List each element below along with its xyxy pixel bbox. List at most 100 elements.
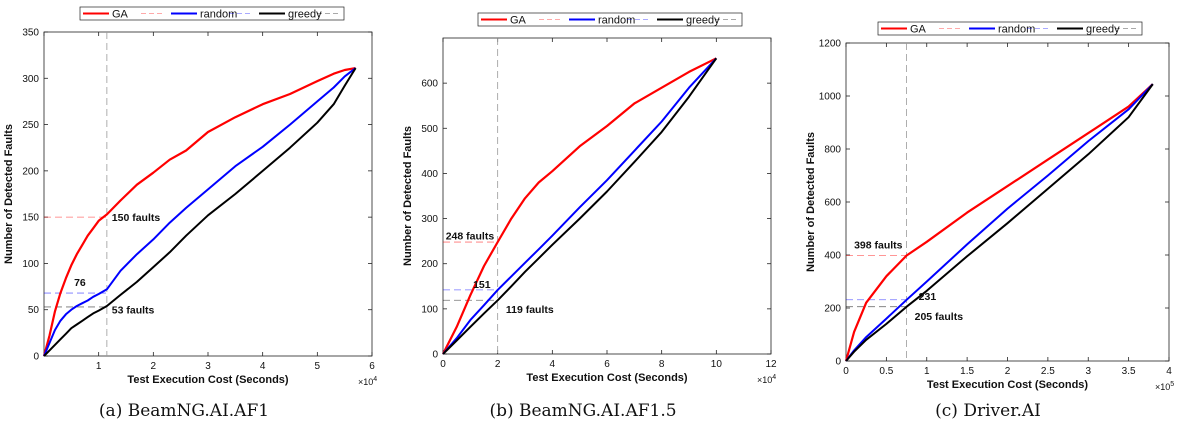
annotation-label: 150 faults: [112, 212, 161, 224]
x-tick-label: 2: [151, 361, 157, 372]
y-tick-label: 1200: [819, 39, 842, 50]
y-tick-label: 200: [421, 259, 438, 270]
y-tick-label: 250: [22, 120, 39, 131]
x-axis-label: Test Execution Cost (Seconds): [127, 374, 288, 386]
annotation-label: 53 faults: [112, 305, 155, 317]
x-tick-label: 2.5: [1041, 366, 1055, 377]
legend-label-ga: GA: [510, 15, 527, 27]
legend-label-greedy: greedy: [686, 15, 720, 27]
series-line-greedy: [442, 57, 718, 355]
x-tick-label: 0: [843, 366, 849, 377]
y-tick-label: 0: [33, 352, 39, 363]
y-tick-label: 200: [22, 166, 39, 177]
x-axis-label: Test Execution Cost (Seconds): [927, 379, 1088, 391]
x-tick-label: 0.5: [879, 366, 893, 377]
plot-area: [845, 42, 1170, 362]
y-tick-label: 800: [824, 145, 841, 156]
x-tick-label: 2: [495, 359, 501, 370]
figure-caption: (b) BeamNG.AI.AF1.5: [489, 401, 676, 421]
series-line-ga: [442, 57, 717, 355]
x-tick-label: 1.5: [960, 366, 974, 377]
x-exponent-label: ×104: [358, 376, 377, 387]
x-tick-label: 4: [1166, 366, 1172, 377]
annotation-label: 231: [919, 291, 937, 303]
annotation-label: 151: [473, 279, 491, 291]
y-axis-label: Number of Detected Faults: [3, 124, 15, 264]
y-tick-label: 600: [421, 79, 438, 90]
annotation-label: 76: [74, 277, 86, 289]
x-tick-label: 10: [711, 359, 723, 370]
x-axis-label: Test Execution Cost (Seconds): [526, 372, 687, 384]
x-tick-label: 2: [1005, 366, 1011, 377]
annotation-label: 119 faults: [506, 304, 554, 316]
chart-2: 0 0.5 1 1.5 2 2.5 3 3.5 4 0 200 400 600 800 1000 1200 ×1…: [805, 21, 1174, 421]
x-exponent-base: ×10: [1155, 382, 1170, 392]
legend-label-greedy: greedy: [288, 9, 322, 21]
y-tick-label: 0: [835, 357, 841, 368]
series-line-ga: [42, 67, 356, 357]
legend-label-ga: GA: [112, 9, 129, 21]
x-tick-label: 6: [604, 359, 610, 370]
x-exponent-power: 4: [772, 374, 776, 381]
y-axis-label: Number of Detected Faults: [402, 126, 414, 266]
x-tick-label: 3: [1085, 366, 1091, 377]
x-exponent-base: ×10: [757, 375, 772, 385]
y-tick-label: 400: [824, 251, 841, 262]
y-tick-label: 0: [432, 350, 438, 361]
legend-box: [79, 6, 345, 21]
x-exponent-power: 5: [1170, 381, 1174, 388]
legend-box: [877, 21, 1143, 36]
legend-label-ga: GA: [910, 24, 927, 36]
y-tick-label: 350: [22, 28, 39, 39]
x-tick-label: 6: [369, 361, 375, 372]
legend-label-random: random: [998, 24, 1035, 36]
x-tick-label: 12: [765, 359, 777, 370]
y-tick-label: 400: [421, 169, 438, 180]
legend: GA random greedy: [79, 6, 345, 21]
figure-caption: (a) BeamNG.AI.AF1: [99, 401, 269, 421]
annotation-label: 398 faults: [854, 239, 903, 251]
y-tick-label: 300: [421, 214, 438, 225]
series-line-greedy: [845, 83, 1154, 362]
x-exponent-base: ×10: [358, 377, 373, 387]
y-axis-label: Number of Detected Faults: [805, 132, 817, 272]
x-tick-label: 0: [440, 359, 446, 370]
y-tick-label: 200: [824, 304, 841, 315]
legend-label-greedy: greedy: [1086, 24, 1120, 36]
y-tick-label: 50: [28, 305, 40, 316]
x-exponent-label: ×104: [757, 374, 776, 385]
figure-caption: (c) Driver.AI: [935, 401, 1041, 421]
annotation-label: 248 faults: [446, 231, 495, 243]
x-tick-label: 8: [659, 359, 665, 370]
x-tick-label: 5: [315, 361, 321, 372]
y-tick-label: 100: [22, 259, 39, 270]
y-tick-label: 600: [824, 198, 841, 209]
x-exponent-power: 4: [373, 376, 377, 383]
series-line-random: [43, 67, 357, 357]
x-tick-label: 3: [205, 361, 211, 372]
legend-label-random: random: [200, 9, 237, 21]
annotation-label: 205 faults: [915, 311, 964, 323]
x-tick-label: 3.5: [1122, 366, 1136, 377]
legend: GA random greedy: [877, 21, 1143, 36]
legend-box: [477, 12, 743, 27]
legend-label-random: random: [598, 15, 635, 27]
y-tick-label: 100: [421, 304, 438, 315]
y-tick-label: 1000: [819, 92, 842, 103]
y-tick-label: 300: [22, 74, 39, 85]
x-tick-label: 4: [260, 361, 266, 372]
x-tick-label: 1: [96, 361, 102, 372]
x-exponent-label: ×105: [1155, 381, 1174, 392]
plot-area: [43, 31, 373, 357]
y-tick-label: 500: [421, 124, 438, 135]
x-tick-label: 4: [550, 359, 556, 370]
legend: GA random greedy: [477, 12, 743, 27]
y-tick-label: 150: [22, 213, 39, 224]
series-line-ga: [844, 83, 1154, 362]
series-line-random: [845, 83, 1154, 362]
x-tick-label: 1: [924, 366, 930, 377]
